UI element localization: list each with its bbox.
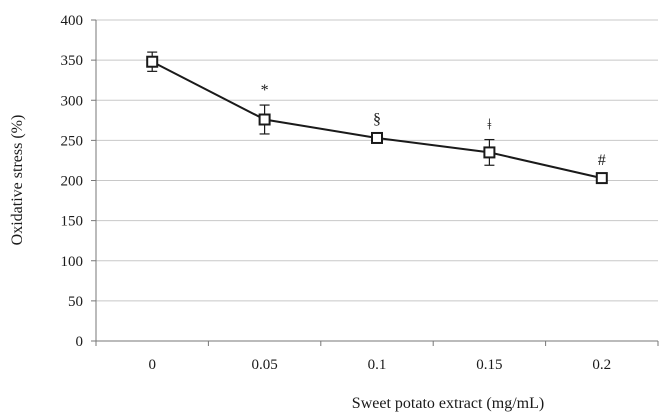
annotation-0.2: # [598, 152, 606, 169]
y-tick-label-250: 250 [61, 133, 84, 149]
x-tick-label-0.1: 0.1 [368, 357, 387, 373]
annotation-0.05: * [261, 82, 269, 99]
y-tick-label-200: 200 [61, 174, 84, 190]
y-tick-label-100: 100 [61, 254, 84, 270]
data-point-0.05 [258, 113, 271, 126]
y-tick-label-350: 350 [61, 53, 84, 69]
x-tick-label-0.2: 0.2 [592, 357, 611, 373]
x-tick-label-0.15: 0.15 [476, 357, 502, 373]
x-axis-title: Sweet potato extract (mg/mL) [352, 395, 544, 412]
x-tick-label-0.05: 0.05 [251, 357, 277, 373]
data-point-0.2 [595, 172, 608, 185]
significance-annotations: * § ǂ # [261, 82, 606, 169]
y-tick-label-150: 150 [61, 214, 84, 230]
x-tick-labels: 0 0.05 0.1 0.15 0.2 [148, 357, 611, 373]
x-tick-label-0: 0 [148, 357, 156, 373]
data-points [146, 55, 608, 185]
y-tick-label-50: 50 [68, 294, 83, 310]
y-tick-label-400: 400 [61, 13, 84, 29]
y-tick-labels: 0 50 100 150 200 250 300 350 400 [61, 13, 84, 350]
gridlines [96, 19, 658, 302]
y-tick-label-300: 300 [61, 93, 84, 109]
y-axis-title: Oxidative stress (%) [9, 115, 26, 246]
annotation-0.1: § [373, 111, 381, 128]
data-point-0 [146, 55, 159, 68]
data-point-0.15 [483, 146, 496, 159]
y-tick-label-0: 0 [76, 334, 84, 350]
axes [91, 19, 659, 346]
annotation-0.15: ǂ [487, 117, 491, 134]
data-point-0.1 [371, 131, 383, 144]
